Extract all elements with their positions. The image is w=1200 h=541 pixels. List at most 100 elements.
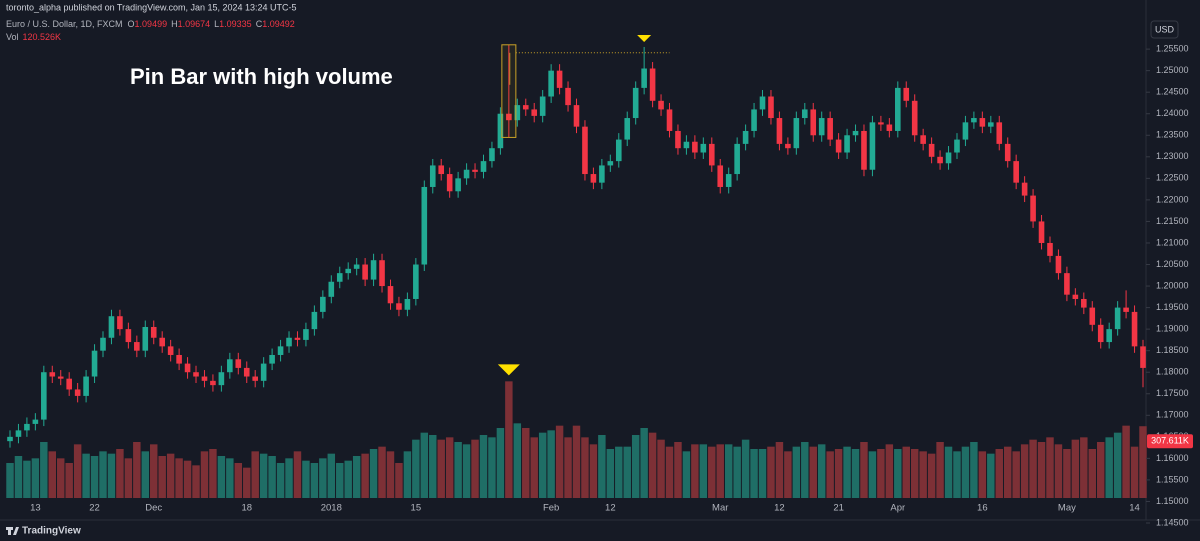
y-tick-label: 1.21000 <box>1156 237 1189 247</box>
volume-bar <box>57 458 65 498</box>
candle-body <box>472 169 478 172</box>
volume-bar <box>750 449 758 498</box>
candle-body <box>675 130 681 149</box>
volume-bar <box>674 442 682 498</box>
volume-bar <box>1029 439 1037 498</box>
y-tick-label: 1.24500 <box>1156 87 1189 97</box>
x-tick-label: Mar <box>712 503 728 514</box>
candle-body <box>353 264 360 269</box>
volume-bar <box>336 463 344 498</box>
volume-bar <box>361 453 369 498</box>
candle-body <box>700 143 707 153</box>
volume-bar <box>944 446 953 498</box>
candle-body <box>429 165 436 187</box>
volume-marker <box>497 364 520 376</box>
volume-bar <box>699 444 708 498</box>
volume-bar <box>471 439 479 498</box>
y-tick-label: 1.20500 <box>1156 259 1189 269</box>
volume-bar <box>801 442 809 498</box>
volume-bar <box>226 458 234 498</box>
volume-bar <box>978 451 987 498</box>
candle-body <box>57 376 64 379</box>
candle-body <box>1140 346 1146 368</box>
volume-bar <box>657 439 665 498</box>
currency-box[interactable] <box>1150 20 1179 39</box>
candle-body <box>539 96 546 116</box>
candle-body <box>683 141 690 149</box>
candle-body <box>911 100 918 136</box>
candle-body <box>277 346 284 355</box>
volume-bar <box>741 439 750 498</box>
candle-body <box>1106 329 1112 343</box>
candle-body <box>32 419 39 424</box>
candle-body <box>463 169 470 179</box>
volume-bar <box>598 435 606 498</box>
volume-bar <box>936 442 944 498</box>
ohlc-value: 1.09335 <box>219 19 252 29</box>
volume-bar <box>344 460 352 498</box>
x-tick-label: May <box>1058 503 1076 514</box>
candle-body <box>210 380 216 386</box>
x-tick-label: 12 <box>605 503 616 514</box>
volume-bar <box>522 428 530 498</box>
volume-bar <box>73 444 82 498</box>
candle-body <box>159 337 165 347</box>
plot <box>6 44 1147 498</box>
candle-body <box>167 346 174 355</box>
volume-bar <box>1071 439 1080 498</box>
candle-body <box>1013 161 1019 183</box>
candle-body <box>734 143 740 175</box>
volume-bar <box>14 456 23 498</box>
legend-line: Euro / U.S. Dollar, 1D, FXCM O1.09499 H1.0… <box>6 19 295 29</box>
candle-body <box>945 152 952 164</box>
volume-bar <box>589 444 598 498</box>
volume-legend: Vol 120.526K <box>6 32 61 42</box>
x-tick-label: 16 <box>977 503 988 514</box>
y-tick-label: 1.25000 <box>1156 65 1189 75</box>
x-tick-label: 13 <box>30 503 41 514</box>
volume-bar <box>1080 437 1088 498</box>
volume-bar <box>581 437 589 498</box>
candle-body <box>91 350 98 377</box>
volume-bar <box>276 463 285 498</box>
volume-bar <box>124 458 133 498</box>
candle-body <box>506 113 512 121</box>
x-tick-label: Dec <box>145 503 162 514</box>
candle-body <box>810 109 817 136</box>
volume-bar <box>141 451 150 498</box>
volume-bar <box>429 435 437 498</box>
candle-body <box>658 100 664 110</box>
volume-bar <box>505 381 513 498</box>
volume-bar <box>784 451 792 498</box>
volume-bar <box>217 456 226 498</box>
volume-bar <box>40 442 48 498</box>
candle-body <box>1123 307 1129 312</box>
volume-bar <box>961 446 970 498</box>
candle-body <box>1072 294 1079 299</box>
volume-bar <box>826 451 834 498</box>
candle-body <box>582 126 588 175</box>
candle-body <box>260 363 267 381</box>
volume-bar <box>665 446 674 498</box>
volume-bar <box>919 451 927 498</box>
y-tick-label: 1.17000 <box>1156 410 1189 420</box>
ohlc-value: 1.09492 <box>262 19 295 29</box>
y-tick-label: 1.15000 <box>1156 496 1189 506</box>
candle-body <box>125 329 132 343</box>
volume-bar <box>851 449 860 498</box>
candle-body <box>666 109 673 131</box>
candle-body <box>514 105 521 121</box>
volume-bar <box>682 451 691 498</box>
candle-body <box>903 87 910 101</box>
candle-body <box>404 298 411 310</box>
candle-body <box>624 118 631 140</box>
currency: USD <box>1155 24 1175 34</box>
volume-bar <box>843 446 851 498</box>
volume-bar <box>513 423 522 498</box>
candle-body <box>235 359 242 368</box>
y-tick-label: 1.21500 <box>1156 216 1189 226</box>
candle-body <box>844 135 850 153</box>
volume-bar <box>293 451 302 498</box>
volume-bar <box>640 428 648 498</box>
volume-bar <box>175 458 183 498</box>
